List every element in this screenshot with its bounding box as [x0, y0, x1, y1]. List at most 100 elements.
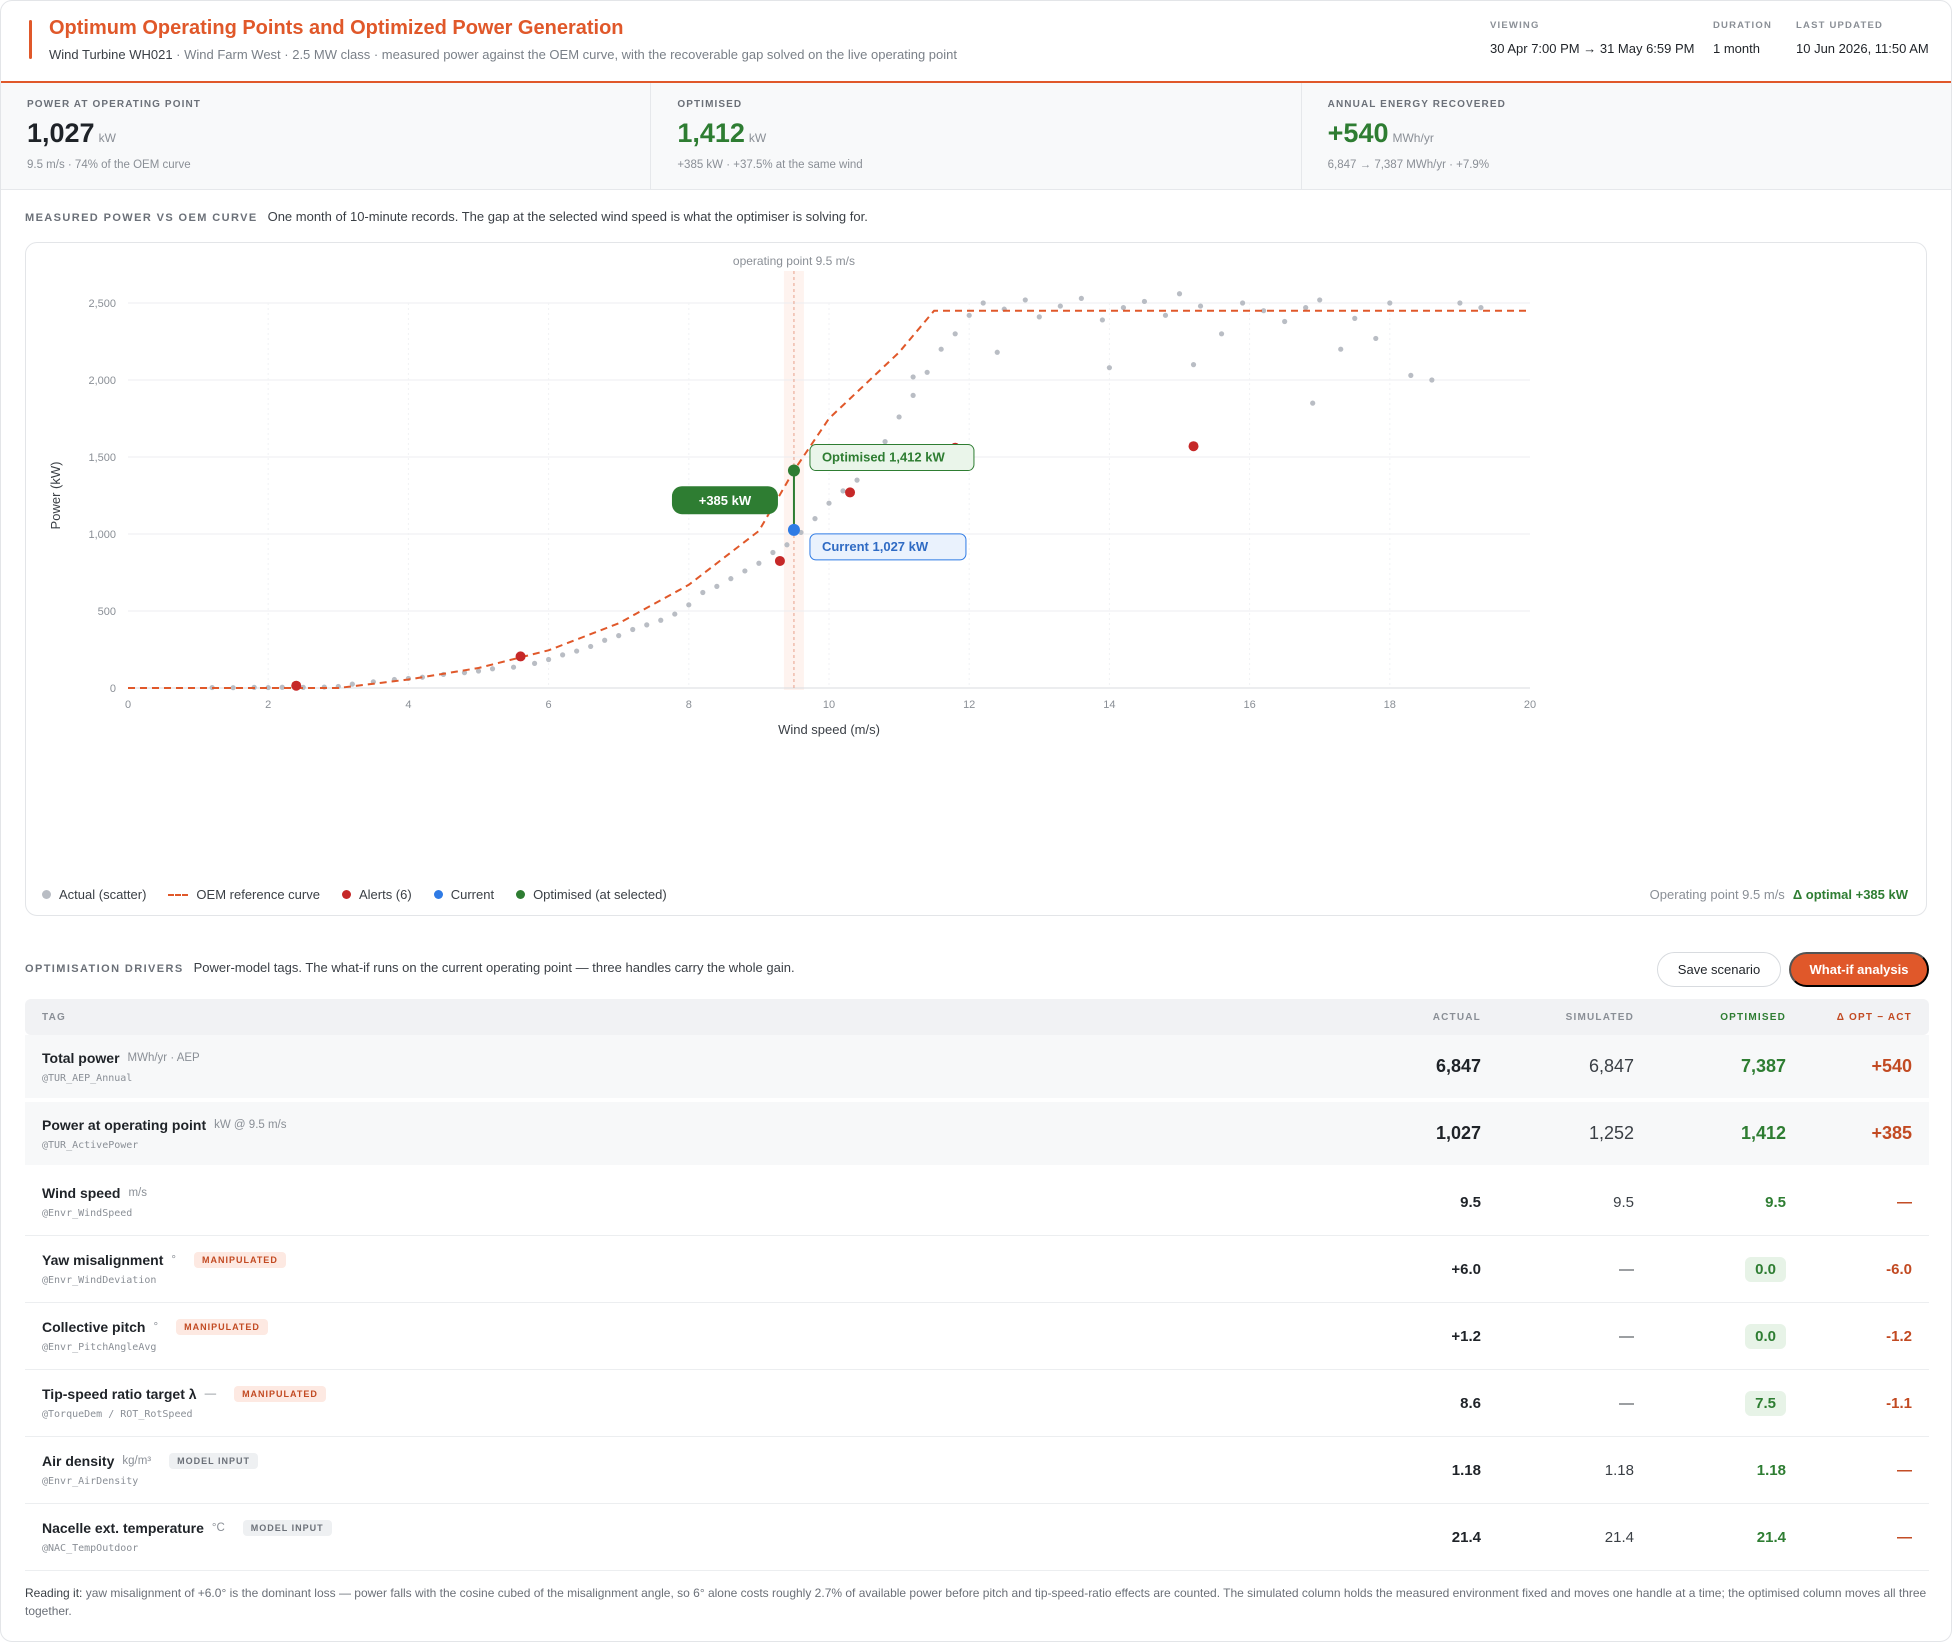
- meta-updated-label: LAST UPDATED: [1796, 20, 1884, 31]
- kpi-value: 1,027 kW: [27, 118, 624, 153]
- optimised-number: 7,387: [1740, 1056, 1786, 1076]
- actual-point: [546, 656, 552, 663]
- optimised-value[interactable]: 0.0: [1634, 1256, 1786, 1282]
- legend-optimised[interactable]: Optimised (at selected): [516, 887, 667, 902]
- delta-value: -1.1: [1886, 1394, 1912, 1412]
- actual-point: [230, 685, 236, 691]
- legend-actual[interactable]: Actual (scatter): [42, 887, 146, 902]
- tag-name: Air density: [42, 1453, 115, 1469]
- tag-unit: m/s: [128, 1187, 147, 1199]
- legend-alerts[interactable]: Alerts (6): [341, 887, 412, 902]
- tag-name: Power at operating point: [42, 1116, 207, 1133]
- table-row[interactable]: Nacelle ext. temperature °C MODEL INPUT @NA…: [25, 1504, 1929, 1571]
- actual-point: [1282, 318, 1288, 325]
- optimised-value: 9.5: [1634, 1194, 1786, 1211]
- actual-point: [966, 312, 972, 318]
- tag-name: Wind speed: [42, 1185, 121, 1201]
- drivers-section-heading: OPTIMISATION DRIVERS Power-model tags. Th…: [25, 960, 795, 975]
- tag-type-badge: MANIPULATED: [176, 1319, 268, 1335]
- tag-cell: Yaw misalignment ° MANIPULATED @Envr_WindDe…: [25, 1252, 1331, 1286]
- tag-unit: kW @ 9.5 m/s: [214, 1118, 287, 1131]
- actual-point: [910, 392, 916, 398]
- col-optimised: OPTIMISED: [1720, 1011, 1786, 1023]
- optimised-value: 1.18: [1634, 1462, 1786, 1479]
- reading-note-lead: Reading it:: [25, 1586, 83, 1600]
- actual-point: [1310, 400, 1316, 406]
- tag-unit: kg/m³: [122, 1455, 152, 1467]
- actual-point: [1457, 300, 1463, 306]
- oem-reference-curve: [128, 309, 1530, 689]
- delta-optimal-value: Δ optimal +385 kW: [1792, 887, 1908, 902]
- reading-note: Reading it: yaw misalignment of +6.0° is…: [25, 1584, 1929, 1620]
- delta-value: +385: [1871, 1123, 1912, 1143]
- table-body: Total power MWh/yr · AEP @TUR_AEP_Annual 6,…: [25, 1035, 1929, 1571]
- meta-duration[interactable]: DURATION 1 month: [1713, 20, 1772, 56]
- alert-point: [845, 487, 856, 498]
- what-if-analysis-button[interactable]: What-if analysis: [1789, 952, 1929, 987]
- x-tick-label: 12: [963, 699, 975, 711]
- actual-point: [896, 414, 902, 420]
- actual-point: [602, 637, 608, 643]
- legend-current[interactable]: Current: [433, 887, 494, 902]
- table-row[interactable]: Tip-speed ratio target λ — MANIPULATED @Tor…: [25, 1370, 1929, 1437]
- tag-type-badge: MODEL INPUT: [169, 1453, 258, 1469]
- optimised-number: 21.4: [1756, 1528, 1786, 1546]
- gap-badge-label: +385 kW: [699, 493, 752, 508]
- meta-viewing[interactable]: VIEWING 30 Apr 7:00 PM → 31 May 6:59 PM: [1490, 20, 1695, 56]
- actual-point: [1197, 303, 1204, 309]
- kpi-unit: kW: [98, 131, 116, 145]
- tag-id: @Envr_WindDeviation: [42, 1275, 157, 1286]
- table-row[interactable]: Wind speed m/s @Envr_WindSpeed 9.5 9.5 9.5 —: [25, 1169, 1929, 1236]
- actual-point: [1078, 295, 1084, 301]
- optimised-value: 7,387: [1634, 1056, 1786, 1077]
- tag-cell: Total power MWh/yr · AEP @TUR_AEP_Annual: [25, 1050, 1331, 1084]
- col-tag: TAG: [42, 1011, 66, 1023]
- actual-point: [728, 576, 734, 582]
- y-tick-label: 1,000: [88, 529, 116, 541]
- x-tick-label: 10: [823, 699, 835, 711]
- chart-section-label: MEASURED POWER VS OEM CURVE: [25, 212, 258, 224]
- actual-point: [1352, 315, 1358, 321]
- tag-id: @Envr_AirDensity: [42, 1476, 139, 1487]
- optimised-value[interactable]: 0.0: [1634, 1323, 1786, 1349]
- kpi-sub: +385 kW · +37.5% at the same wind: [677, 159, 863, 171]
- actual-point: [1099, 317, 1105, 323]
- table-row[interactable]: Yaw misalignment ° MANIPULATED @Envr_WindDe…: [25, 1236, 1929, 1303]
- actual-point: [756, 560, 762, 566]
- actual-point: [574, 648, 580, 654]
- table-row[interactable]: Total power MWh/yr · AEP @TUR_AEP_Annual 6,…: [25, 1035, 1929, 1102]
- legend-oem-label: OEM reference curve: [196, 887, 320, 902]
- optimised-value[interactable]: 7.5: [1634, 1390, 1786, 1416]
- actual-point: [1387, 300, 1393, 306]
- y-tick-label: 1,500: [88, 452, 116, 464]
- table-row[interactable]: Air density kg/m³ MODEL INPUT @Envr_AirDens…: [25, 1437, 1929, 1504]
- actual-point: [1120, 305, 1127, 311]
- actual-point: [616, 633, 622, 639]
- kpi-sub: 6,847 → 7,387 MWh/yr · +7.9%: [1327, 159, 1490, 171]
- actual-point: [475, 668, 482, 674]
- power-curve-chart[interactable]: 0 500 1,000 1,500 2,000 2,500 0 2 4 6 8 10 12 14 16 18 2…: [26, 243, 1928, 883]
- kpi-unit: kW: [748, 131, 767, 145]
- col-simulated: SIMULATED: [1565, 1011, 1634, 1023]
- current-callout-box: [809, 533, 967, 561]
- save-scenario-button[interactable]: Save scenario: [1657, 952, 1781, 987]
- actual-point: [489, 666, 496, 672]
- x-tick-label: 2: [265, 699, 271, 711]
- optimised-callout-label: Optimised 1,412 kW: [822, 450, 946, 465]
- actual-point: [510, 664, 517, 670]
- reading-note-text: yaw misalignment of +6.0° is the dominan…: [25, 1586, 1927, 1618]
- tag-unit: MWh/yr · AEP: [127, 1051, 200, 1064]
- kpi-value: +540 MWh/yr: [1328, 118, 1925, 153]
- col-delta: Δ OPT − ACT: [1836, 1011, 1912, 1023]
- table-row[interactable]: Power at operating point kW @ 9.5 m/s @TUR…: [25, 1102, 1929, 1169]
- actual-point: [938, 346, 944, 352]
- actual-point: [714, 583, 720, 589]
- tag-unit: °: [171, 1254, 176, 1266]
- tag-name-line: Yaw misalignment ° MANIPULATED: [42, 1252, 1331, 1268]
- x-tick-label: 18: [1384, 699, 1396, 711]
- actual-point: [1338, 346, 1344, 352]
- chart-card: 0 500 1,000 1,500 2,000 2,500 0 2 4 6 8 10 12 14 16 18 2…: [25, 242, 1927, 916]
- table-row[interactable]: Collective pitch ° MANIPULATED @Envr_PitchA…: [25, 1303, 1929, 1370]
- legend-oem[interactable]: OEM reference curve: [168, 887, 320, 902]
- tag-id: @TUR_AEP_Annual: [42, 1072, 133, 1084]
